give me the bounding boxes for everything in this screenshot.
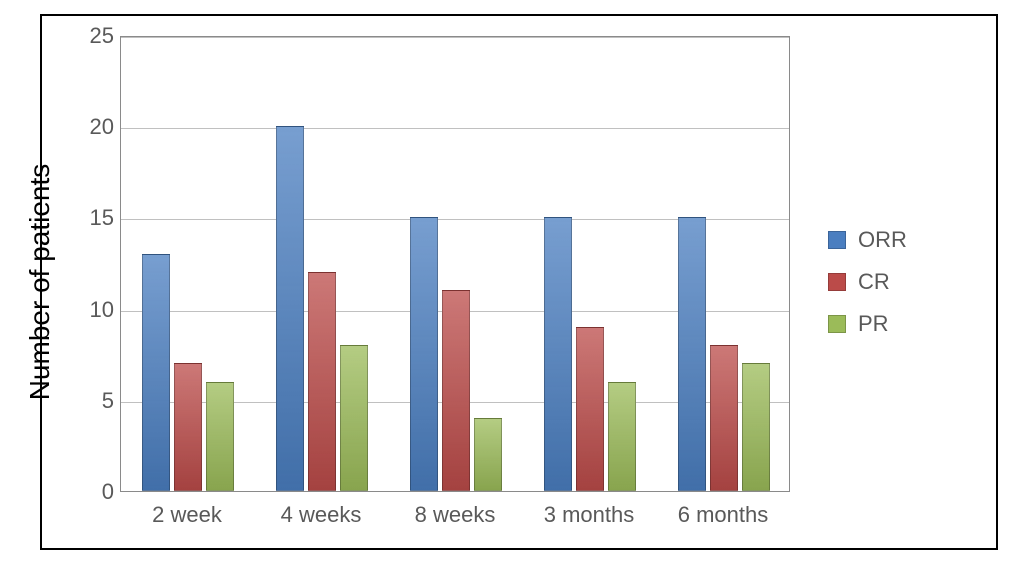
y-tick: 25 xyxy=(76,23,114,49)
bar-cr xyxy=(710,345,738,491)
y-tick: 0 xyxy=(76,479,114,505)
bar-pr xyxy=(742,363,770,491)
bar-cr xyxy=(174,363,202,491)
bar-orr xyxy=(276,126,304,491)
bar-pr xyxy=(206,382,234,491)
legend-item-pr: PR xyxy=(828,311,968,337)
legend-label: ORR xyxy=(858,227,907,253)
bar-cr xyxy=(308,272,336,491)
y-tick: 20 xyxy=(76,114,114,140)
y-tick: 5 xyxy=(76,388,114,414)
x-tick: 2 week xyxy=(152,502,222,528)
legend-swatch xyxy=(828,231,846,249)
legend-item-cr: CR xyxy=(828,269,968,295)
bar-pr xyxy=(608,382,636,491)
x-tick: 3 months xyxy=(544,502,635,528)
bar-orr xyxy=(544,217,572,491)
bar-orr xyxy=(410,217,438,491)
bar-cr xyxy=(442,290,470,491)
bar-pr xyxy=(340,345,368,491)
bar-orr xyxy=(678,217,706,491)
legend-label: CR xyxy=(858,269,890,295)
y-axis-label: Number of patients xyxy=(24,164,56,401)
plot-area xyxy=(120,36,790,492)
bar-pr xyxy=(474,418,502,491)
bars-layer xyxy=(121,37,789,491)
y-tick: 10 xyxy=(76,297,114,323)
x-tick: 6 months xyxy=(678,502,769,528)
chart-container: Number of patients 0510152025 2 week4 we… xyxy=(40,14,998,550)
x-axis: 2 week 4 weeks 8 weeks 3 months 6 months xyxy=(120,494,790,534)
bar-orr xyxy=(142,254,170,491)
legend-label: PR xyxy=(858,311,889,337)
bar-cr xyxy=(576,327,604,491)
y-tick: 15 xyxy=(76,205,114,231)
x-tick: 4 weeks xyxy=(281,502,362,528)
x-tick: 8 weeks xyxy=(415,502,496,528)
legend: ORR CR PR xyxy=(828,211,968,353)
y-axis: 0 5 10 15 20 25 xyxy=(76,16,114,548)
legend-swatch xyxy=(828,315,846,333)
legend-swatch xyxy=(828,273,846,291)
legend-item-orr: ORR xyxy=(828,227,968,253)
